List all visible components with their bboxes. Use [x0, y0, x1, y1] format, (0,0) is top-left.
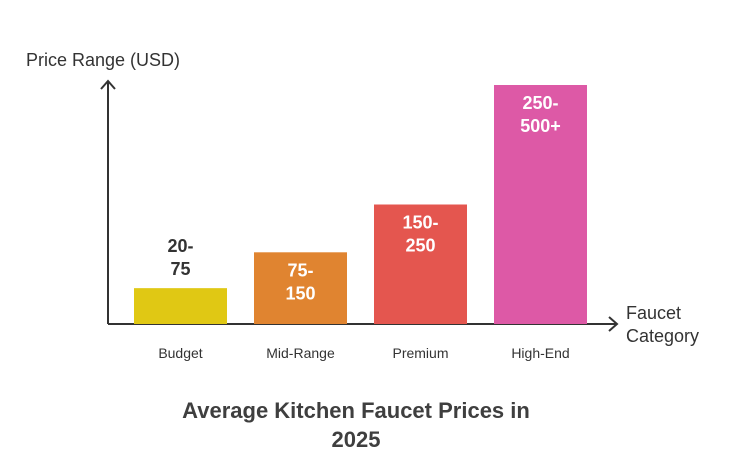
bar-value-label: 75- [287, 260, 313, 280]
bar-high-end [494, 85, 587, 324]
x-axis-title: Faucet Category [626, 303, 699, 346]
bars-group: 20- 75 Budget 75- 150 Mid-Range 150- 250 Premium… [134, 85, 587, 361]
bar-value-label: 75 [170, 259, 190, 279]
chart-title: Average Kitchen Faucet Prices in 2025 [0, 396, 712, 454]
chart-title-line: Average Kitchen Faucet Prices in [182, 398, 530, 423]
y-axis [100, 79, 116, 324]
x-axis-title-line: Category [626, 326, 699, 346]
x-axis-title-line: Faucet [626, 303, 681, 323]
bar-value-label: 20- [167, 236, 193, 256]
bar-budget [134, 288, 227, 324]
bar-value-label: 150 [285, 283, 315, 303]
chart-title-line: 2025 [331, 427, 381, 452]
bar-value-label: 250- [522, 93, 558, 113]
bar-mid-range [254, 252, 347, 324]
category-label: High-End [511, 345, 569, 361]
category-label: Mid-Range [266, 345, 335, 361]
bar-value-label: 250 [405, 236, 435, 256]
bar-value-label: 500+ [520, 116, 561, 136]
category-label: Premium [392, 345, 448, 361]
category-label: Budget [158, 345, 202, 361]
bar-premium [374, 204, 467, 324]
bar-value-label: 150- [402, 213, 438, 233]
y-axis-title: Price Range (USD) [26, 50, 180, 70]
